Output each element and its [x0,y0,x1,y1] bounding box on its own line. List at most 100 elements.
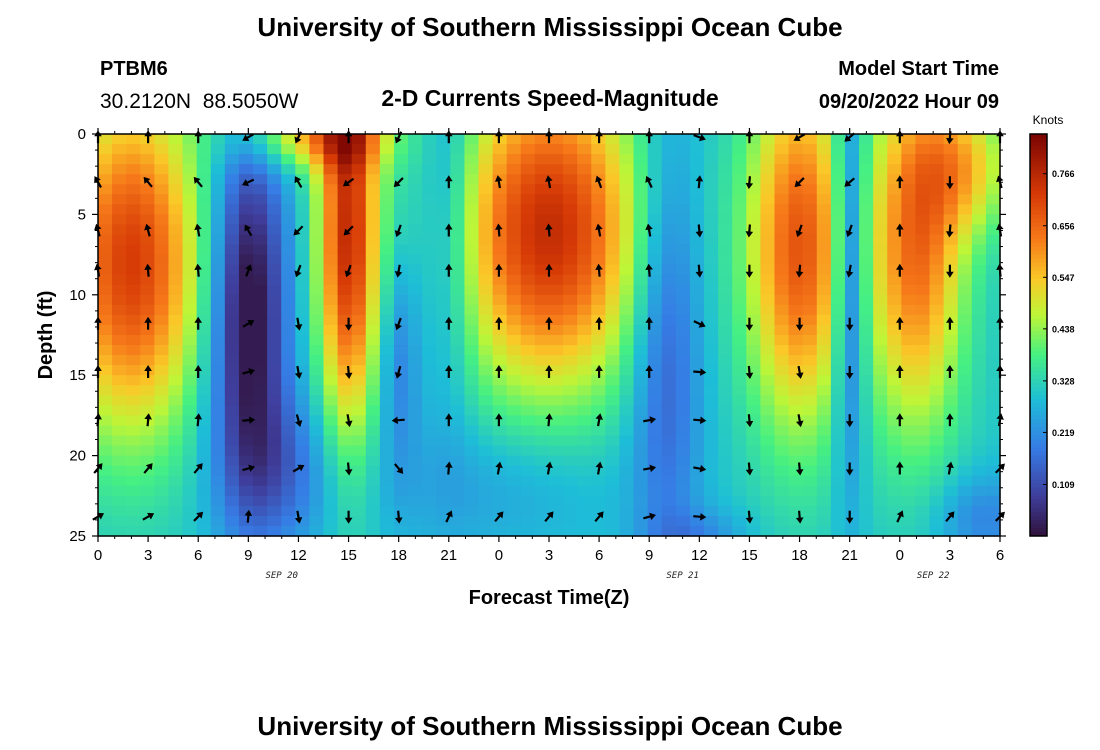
heatmap-cell [746,465,761,477]
heatmap-cell [633,385,649,396]
heatmap-cell [309,224,325,236]
heatmap-cell [98,345,113,356]
heatmap-cell [591,324,606,336]
heatmap-cell [464,274,480,286]
heatmap-cell [534,525,550,537]
heatmap-cell [253,264,268,276]
heatmap-cell [661,515,677,527]
heatmap-cell [633,375,649,386]
heatmap-cell [802,194,818,205]
heatmap-cell [675,365,691,376]
heatmap-cell [859,415,874,427]
heatmap-cell [520,264,536,276]
heatmap-cell [985,134,1001,145]
heatmap-cell [492,405,508,416]
heatmap-cell [224,375,240,386]
heatmap-cell [661,144,677,155]
current-vector [693,368,707,376]
heatmap-cell [337,495,353,507]
current-vector [795,510,804,524]
heatmap-cell [943,525,959,537]
heatmap-cell [112,475,127,487]
heatmap-cell [802,174,818,185]
heatmap-cell [563,224,578,236]
heatmap-cell [943,355,959,366]
heatmap-cell [816,214,832,226]
heatmap-cell [210,234,226,246]
heatmap-cell [943,445,959,457]
heatmap-cell [943,194,959,205]
heatmap-cell [98,365,113,376]
heatmap-cell [422,134,437,145]
heatmap-cell [661,234,677,246]
heatmap-cell [844,324,860,336]
heatmap-cell [534,234,550,246]
heatmap-cell [464,154,480,165]
heatmap-cell [901,385,917,396]
heatmap-cell [98,425,113,437]
heatmap-cell [844,184,860,195]
heatmap-cell [450,455,466,467]
heatmap-cell [985,385,1001,396]
heatmap-cell [351,144,367,155]
heatmap-cell [224,194,240,205]
heatmap-cell [633,445,649,457]
heatmap-cell [464,525,480,537]
heatmap-cell [408,164,423,175]
heatmap-cell [563,485,578,497]
heatmap-cell [915,294,931,306]
heatmap-cell [98,495,113,507]
heatmap-cell [802,495,818,507]
heatmap-cell [464,465,480,477]
current-vector [595,263,603,277]
heatmap-cell [915,284,931,296]
current-vector [241,178,255,187]
current-vector [645,316,653,330]
heatmap-cell [351,365,367,376]
heatmap-cell [168,164,184,175]
heatmap-cell [844,385,860,396]
heatmap-cell [774,505,790,517]
heatmap-cell [534,465,550,477]
heatmap-cell [238,475,254,487]
heatmap-cell [675,515,691,527]
heatmap-cell [873,154,888,165]
heatmap-cell [126,425,141,437]
heatmap-cell [577,184,592,195]
heatmap-cell [140,445,155,457]
heatmap-cell [365,214,381,226]
heatmap-cell [563,234,578,246]
heatmap-cell [633,254,649,266]
heatmap-cell [915,174,931,185]
heatmap-cell [661,335,677,346]
heatmap-cell [873,355,888,366]
heatmap-cell [563,355,578,366]
heatmap-cell [802,164,818,175]
heatmap-cell [436,134,451,145]
heatmap-cell [126,134,141,145]
heatmap-cell [534,204,550,215]
heatmap-cell [534,134,550,145]
heatmap-cell [788,525,804,537]
heatmap-cell [859,365,874,376]
heatmap-cell [238,405,254,416]
heatmap-cell [816,455,832,467]
heatmap-cell [295,415,310,427]
heatmap-cell [154,375,170,386]
heatmap-cell [943,254,959,266]
heatmap-cell [633,134,649,145]
heatmap-cell [774,324,790,336]
heatmap-cell [379,425,395,437]
heatmap-cell [196,515,212,527]
heatmap-cell [760,375,776,386]
heatmap-cell [393,204,409,215]
heatmap-cell [450,335,466,346]
heatmap-cell [816,465,832,477]
colorbar-segment [1030,230,1047,235]
colorbar-segment [1030,519,1047,525]
heatmap-cell [549,324,564,336]
heatmap-cell [816,144,832,155]
colorbar-segment [1030,475,1047,481]
heatmap-cell [126,435,141,447]
